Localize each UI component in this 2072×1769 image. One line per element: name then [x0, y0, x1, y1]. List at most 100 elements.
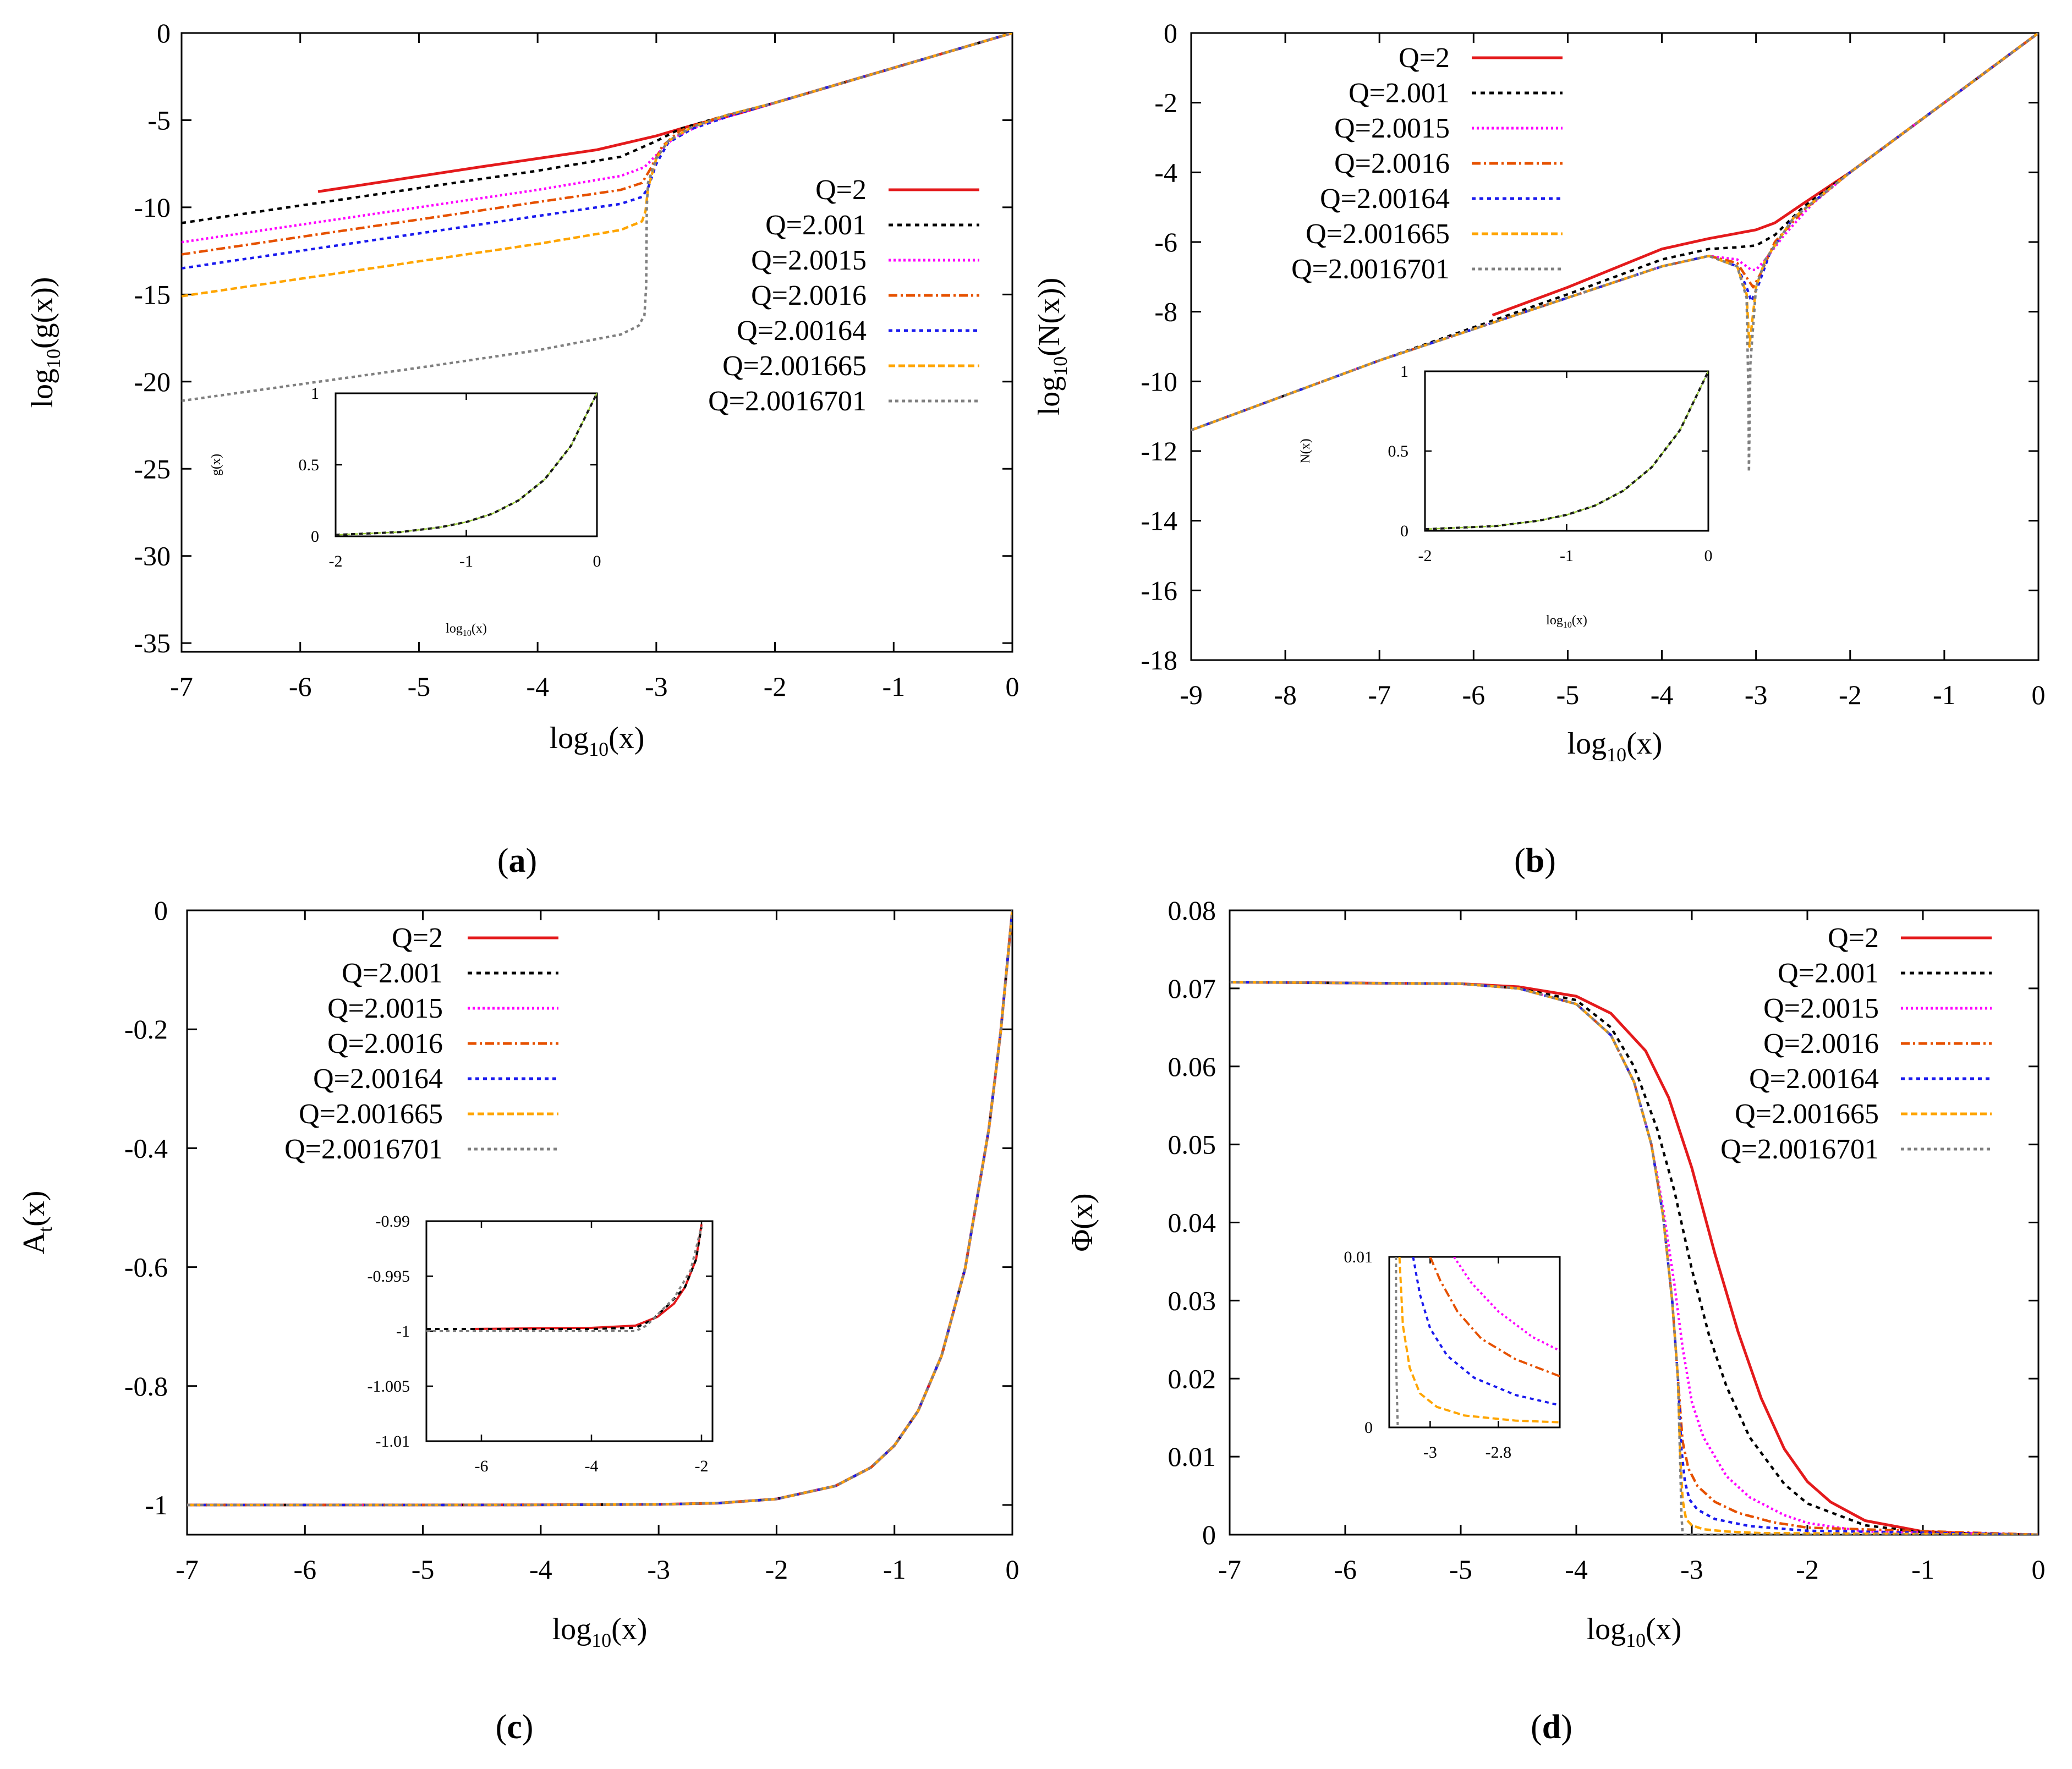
y-tick-label: 0.05 [1168, 1129, 1216, 1160]
y-axis-label: log10(N(x)) [1032, 278, 1071, 416]
y-tick-label: -1 [145, 1490, 168, 1520]
legend-label-q-2-001665: Q=2.001665 [1306, 218, 1450, 250]
inset-series-line-q-2-0016 [1429, 1257, 1560, 1377]
plot-frame [1190, 32, 2040, 661]
inset-x-tick-label: 0 [1704, 547, 1713, 565]
x-tick-label: -7 [176, 1554, 199, 1585]
panel-b: -9 -8 -7 -6 -5 -4 -3 -2 -1 00-2-4-6-8-10-12-14-16… [1032, 18, 2046, 880]
inset-x-axis-label: log10(x) [446, 622, 487, 638]
x-tick-label: -7 [170, 671, 193, 702]
legend-label-q-2-001: Q=2.001 [765, 210, 867, 241]
inset-y-tick-label: 0.01 [1344, 1248, 1373, 1266]
legend-label-q-2-0016701: Q=2.0016701 [1291, 254, 1450, 285]
inset-series-line-q-2-001665 [1398, 1257, 1560, 1424]
inset-x-tick-label: -2.8 [1486, 1443, 1512, 1462]
inset-x-tick-label: -2 [329, 552, 343, 570]
inset-y-tick-label: 1 [311, 384, 319, 403]
x-axis-label: log10(x) [1587, 1612, 1682, 1651]
plot-frame [186, 909, 1013, 1536]
legend: Q=2Q=2.001Q=2.0015Q=2.0016Q=2.00164Q=2.0… [1291, 42, 1563, 285]
y-tick-label: -5 [147, 105, 171, 135]
x-axis-label: log10(x) [550, 721, 645, 760]
inset-x-tick-label: -2 [695, 1457, 709, 1475]
x-tick-label: -7 [1368, 679, 1391, 710]
x-tick-label: 0 [1006, 671, 1019, 702]
legend-label-q-2-00164: Q=2.00164 [313, 1063, 443, 1095]
x-tick-label: -8 [1274, 679, 1297, 710]
x-tick-label: -5 [412, 1554, 435, 1585]
panel-caption: (a) [497, 842, 537, 880]
inset-series-line-overlay [336, 393, 597, 536]
y-tick-label: 0 [154, 895, 168, 926]
series-group [187, 910, 1012, 1507]
legend-label-q-2-0016701: Q=2.0016701 [1720, 1134, 1879, 1165]
y-tick-label: -25 [134, 453, 171, 484]
legend-label-q-2-0015: Q=2.0015 [327, 993, 443, 1024]
x-tick-label: -5 [1449, 1554, 1472, 1585]
inset-x-tick-label: 0 [593, 552, 601, 570]
inset-frame [1424, 370, 1709, 532]
panel-a: -7 -6 -5 -4 -3 -2 -1 00-5-10-15-20-25-30-35log1… [25, 18, 1019, 880]
x-tick-label: -2 [765, 1554, 788, 1585]
legend-label-q-2-0016701: Q=2.0016701 [284, 1134, 443, 1165]
y-tick-label: -0.4 [124, 1133, 168, 1163]
legend-label-q-2-001: Q=2.001 [1349, 78, 1450, 109]
legend: Q=2Q=2.001Q=2.0015Q=2.0016Q=2.00164Q=2.0… [284, 922, 558, 1165]
series-group [1230, 981, 2038, 1535]
series-line-q-2-0015 [182, 33, 1012, 244]
legend-label-q-2-0015: Q=2.0015 [1763, 993, 1879, 1024]
y-tick-label: -14 [1141, 506, 1177, 536]
series-group [182, 33, 1012, 402]
inset-y-tick-label: 0.5 [299, 456, 320, 474]
y-tick-label: 0 [1202, 1519, 1216, 1550]
x-tick-label: -5 [408, 671, 431, 702]
series-line-q-2-001 [182, 33, 1012, 224]
series-line-q-2-00164 [187, 910, 1012, 1507]
inset-x-tick-label: -4 [585, 1457, 599, 1475]
y-tick-label: 0.08 [1168, 895, 1216, 926]
y-tick-label: -16 [1141, 575, 1177, 606]
legend-label-q-2-001: Q=2.001 [342, 958, 443, 989]
y-tick-label: 0.06 [1168, 1051, 1216, 1082]
legend-label-q-2-00164: Q=2.00164 [1749, 1063, 1879, 1095]
x-axis-label: log10(x) [552, 1612, 648, 1651]
series-line-q-2-0016701 [187, 910, 1012, 1507]
x-tick-label: -3 [647, 1554, 670, 1585]
series-line-q-2-0016 [182, 33, 1012, 256]
inset-x-axis-label: log10(x) [1546, 613, 1587, 630]
inset-series-line-q-2-0016701 [1395, 1257, 1399, 1427]
series-line-q-2-0015 [1191, 33, 2038, 432]
inset-y-tick-label: 0.5 [1388, 442, 1409, 460]
x-tick-label: -1 [883, 1554, 906, 1585]
inset-plot: -2 -1 0 0 0.5 1 log10(x) g(x) [209, 384, 601, 638]
inset-x-tick-label: -3 [1423, 1443, 1437, 1462]
y-axis-label: log10(g(x)) [25, 277, 64, 408]
legend-label-q-2: Q=2 [392, 922, 443, 954]
inset-series-line-q-2 [470, 1224, 703, 1330]
inset-y-tick-label: -1.005 [368, 1377, 410, 1396]
inset-frame [1388, 1256, 1561, 1429]
panel-caption: (c) [496, 1708, 534, 1746]
legend-label-q-2-001665: Q=2.001665 [299, 1098, 443, 1130]
y-tick-label: 0.07 [1168, 973, 1216, 1004]
series-line-q-2-001 [1230, 981, 2038, 1535]
x-tick-label: -4 [526, 671, 549, 702]
x-tick-label: -6 [1334, 1554, 1357, 1585]
x-tick-label: -4 [529, 1554, 552, 1585]
legend-label-q-2-0015: Q=2.0015 [1334, 113, 1450, 144]
x-tick-label: 0 [2032, 1554, 2046, 1585]
plot-frame [180, 32, 1013, 653]
legend-label-q-2-001: Q=2.001 [1778, 958, 1879, 989]
y-tick-label: -2 [1154, 87, 1177, 118]
x-tick-label: -6 [289, 671, 312, 702]
series-line-q-2 [1230, 981, 2038, 1535]
y-tick-label: -30 [134, 541, 171, 572]
x-tick-label: -3 [1745, 679, 1768, 710]
inset-y-axis-label: g(x) [209, 454, 223, 476]
x-tick-label: -9 [1180, 679, 1203, 710]
panel-c: -7 -6 -5 -4 -3 -2 -1 0 0 -0.2 -0.4 -0.6 -0.8 -1 log10(… [17, 895, 1019, 1746]
legend-label-q-2-001665: Q=2.001665 [1735, 1098, 1879, 1130]
y-tick-label: -4 [1154, 157, 1177, 188]
panel-caption: (d) [1531, 1708, 1572, 1746]
